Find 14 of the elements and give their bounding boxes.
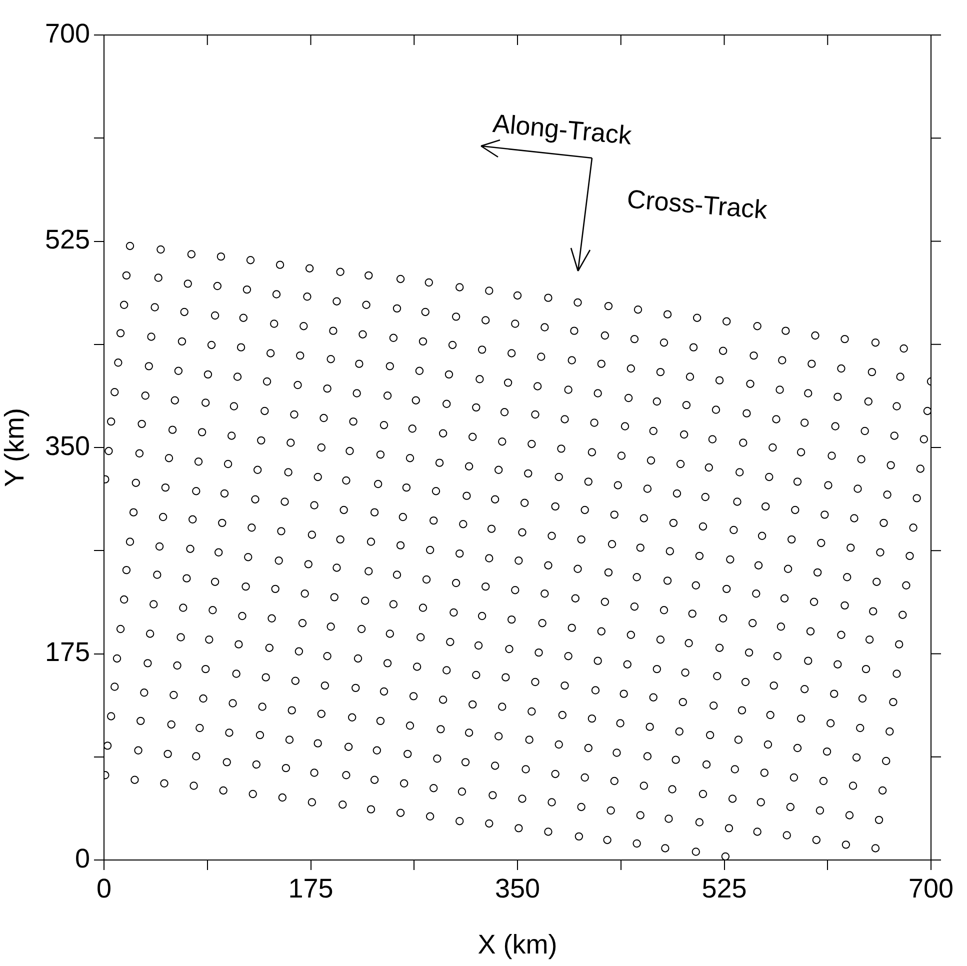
annotation: Cross-Track <box>626 184 770 225</box>
x-axis-title: X (km) <box>478 929 558 960</box>
y-tick-label: 175 <box>44 637 90 668</box>
annotation: Along-Track <box>492 108 634 150</box>
x-tick-label: 525 <box>702 874 747 904</box>
x-tick-label: 175 <box>288 874 334 904</box>
y-tick-label: 0 <box>74 843 90 874</box>
x-tick-label: 700 <box>908 874 954 904</box>
x-tick-label: 0 <box>96 874 112 904</box>
y-tick-label: 350 <box>44 430 90 461</box>
y-axis-title: Y (km) <box>0 408 30 487</box>
x-tick-label: 350 <box>494 874 540 904</box>
y-tick-label: 700 <box>44 18 90 48</box>
y-tick-label: 525 <box>44 224 90 255</box>
